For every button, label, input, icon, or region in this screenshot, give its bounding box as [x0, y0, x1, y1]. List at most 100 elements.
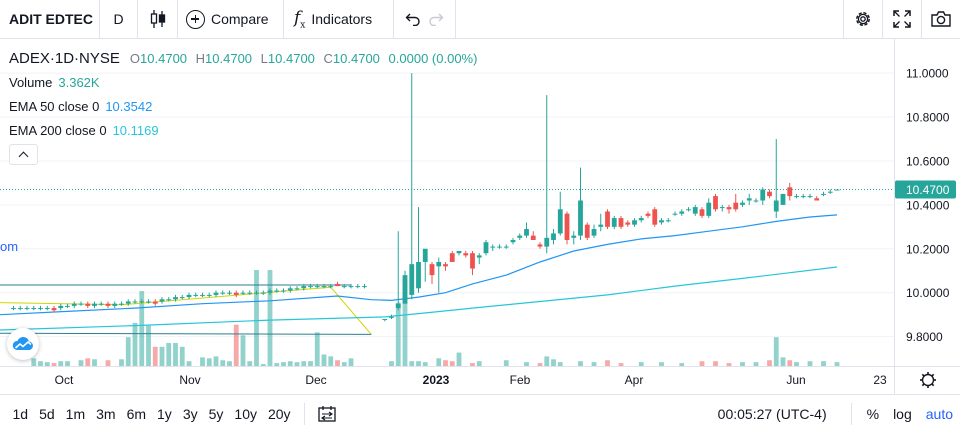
range-5d-button[interactable]: 5d	[39, 406, 55, 422]
price-axis[interactable]: 11.0000 10.8000 10.6000 10.4000 10.2000 10.00…	[895, 67, 956, 344]
volume-bar	[699, 361, 705, 366]
candle-body	[51, 308, 57, 311]
log-scale-toggle[interactable]: log	[893, 406, 912, 422]
indicators-button[interactable]: fx Indicators	[284, 0, 394, 39]
range-6m-button[interactable]: 6m	[126, 406, 147, 422]
candle	[348, 283, 354, 289]
candles	[11, 73, 840, 322]
candle-body	[686, 209, 691, 211]
candle-body	[281, 290, 286, 292]
candle	[773, 139, 779, 219]
volume-bar	[443, 360, 448, 366]
volume-bar	[31, 358, 37, 366]
range-3y-button[interactable]: 3y	[182, 406, 198, 422]
candle	[638, 215, 644, 223]
volume-bar	[92, 359, 97, 366]
tradingview-logo-button[interactable]	[7, 328, 39, 360]
candle	[746, 193, 752, 205]
range-5y-button[interactable]: 5y	[208, 406, 224, 422]
volume-bar	[287, 361, 293, 366]
snapshot-button[interactable]	[922, 0, 960, 39]
candle	[611, 215, 617, 230]
candle	[524, 222, 529, 238]
chart-area[interactable]: 11.0000 10.8000 10.6000 10.4000 10.2000 10.00…	[0, 39, 960, 394]
range-1y-button[interactable]: 1y	[157, 406, 172, 422]
axis-settings-button[interactable]	[920, 372, 936, 388]
candle-body	[179, 297, 185, 299]
candle-body	[213, 292, 219, 295]
legend-ema50-row[interactable]: EMA 50 close 0 10.3542	[9, 94, 482, 118]
ohlc-close: 10.4700	[332, 50, 380, 66]
candle-body	[551, 233, 556, 241]
price-chart[interactable]: 11.0000 10.8000 10.6000 10.4000 10.2000 10.00…	[0, 39, 960, 394]
timezone-clock[interactable]: 00:05:27 (UTC-4)	[717, 406, 827, 422]
legend-ema200-row[interactable]: EMA 200 close 0 10.1169	[9, 118, 482, 142]
percent-scale-toggle[interactable]: %	[866, 406, 880, 422]
chart-type-button[interactable]	[138, 0, 178, 39]
candle-body	[348, 286, 354, 288]
time-tick-label: 23	[873, 373, 887, 387]
fullscreen-button[interactable]	[883, 0, 921, 39]
candle	[227, 290, 232, 295]
candle	[166, 297, 172, 302]
ema200-line	[0, 266, 838, 331]
candle	[267, 288, 273, 295]
settings-button[interactable]	[844, 0, 882, 39]
redo-icon[interactable]	[428, 12, 444, 26]
candle	[247, 290, 253, 295]
candle	[652, 207, 658, 227]
candle-body	[132, 301, 138, 303]
candle	[429, 261, 435, 284]
time-tick-label: Feb	[510, 373, 531, 387]
candle	[402, 270, 408, 304]
volume-bar	[186, 361, 192, 366]
volume-bar	[85, 358, 91, 366]
candle	[416, 207, 421, 293]
volume-bar	[159, 346, 165, 366]
candle-body	[591, 229, 597, 236]
candle	[281, 288, 286, 293]
candle	[186, 292, 192, 300]
candle-body	[483, 242, 489, 254]
interval-button[interactable]: D	[100, 0, 138, 39]
range-3m-button[interactable]: 3m	[96, 406, 116, 422]
range-10y-button[interactable]: 10y	[234, 406, 257, 422]
legend-volume-row[interactable]: Volume 3.362K	[9, 70, 482, 94]
auto-scale-toggle[interactable]: auto	[925, 406, 953, 422]
symbol-search-button[interactable]: ADIT EDTEC	[0, 0, 100, 39]
goto-date-icon[interactable]	[317, 405, 337, 423]
legend-dot: ·	[74, 49, 80, 67]
candle-body	[186, 294, 192, 298]
candle	[24, 305, 30, 311]
candle	[483, 240, 489, 256]
date-range-group: 1d 5d 1m 3m 6m 1y 3y 5y 10y 20y	[0, 401, 296, 427]
candle	[213, 290, 219, 298]
volume-bar	[179, 346, 185, 366]
time-axis[interactable]: Oct Nov Dec 2023 Feb Apr Jun 23	[55, 373, 887, 387]
candle	[530, 231, 536, 241]
candle-body	[328, 286, 334, 288]
trendline-teal	[0, 332, 372, 335]
undo-icon[interactable]	[405, 12, 421, 26]
candle	[503, 244, 509, 249]
range-20y-button[interactable]: 20y	[267, 406, 291, 422]
range-1d-button[interactable]: 1d	[12, 406, 29, 422]
candle	[490, 244, 496, 251]
volume-bar	[247, 361, 253, 366]
candle-body	[119, 303, 124, 305]
volume-bar	[314, 332, 320, 366]
candle-body	[665, 220, 671, 222]
candle-body	[497, 246, 502, 248]
compare-button[interactable]: Compare	[178, 0, 284, 39]
ema200-label: EMA 200 close 0	[9, 122, 107, 138]
candle-body	[24, 308, 30, 310]
volume-bar	[537, 363, 543, 366]
candle-body	[780, 193, 786, 205]
candle	[220, 290, 226, 295]
candle-body	[112, 303, 118, 306]
volume-bar	[591, 362, 597, 366]
candle-body	[706, 202, 712, 216]
range-1m-button[interactable]: 1m	[65, 406, 86, 422]
legend-collapse-button[interactable]	[9, 144, 38, 165]
candle-body	[746, 198, 752, 201]
